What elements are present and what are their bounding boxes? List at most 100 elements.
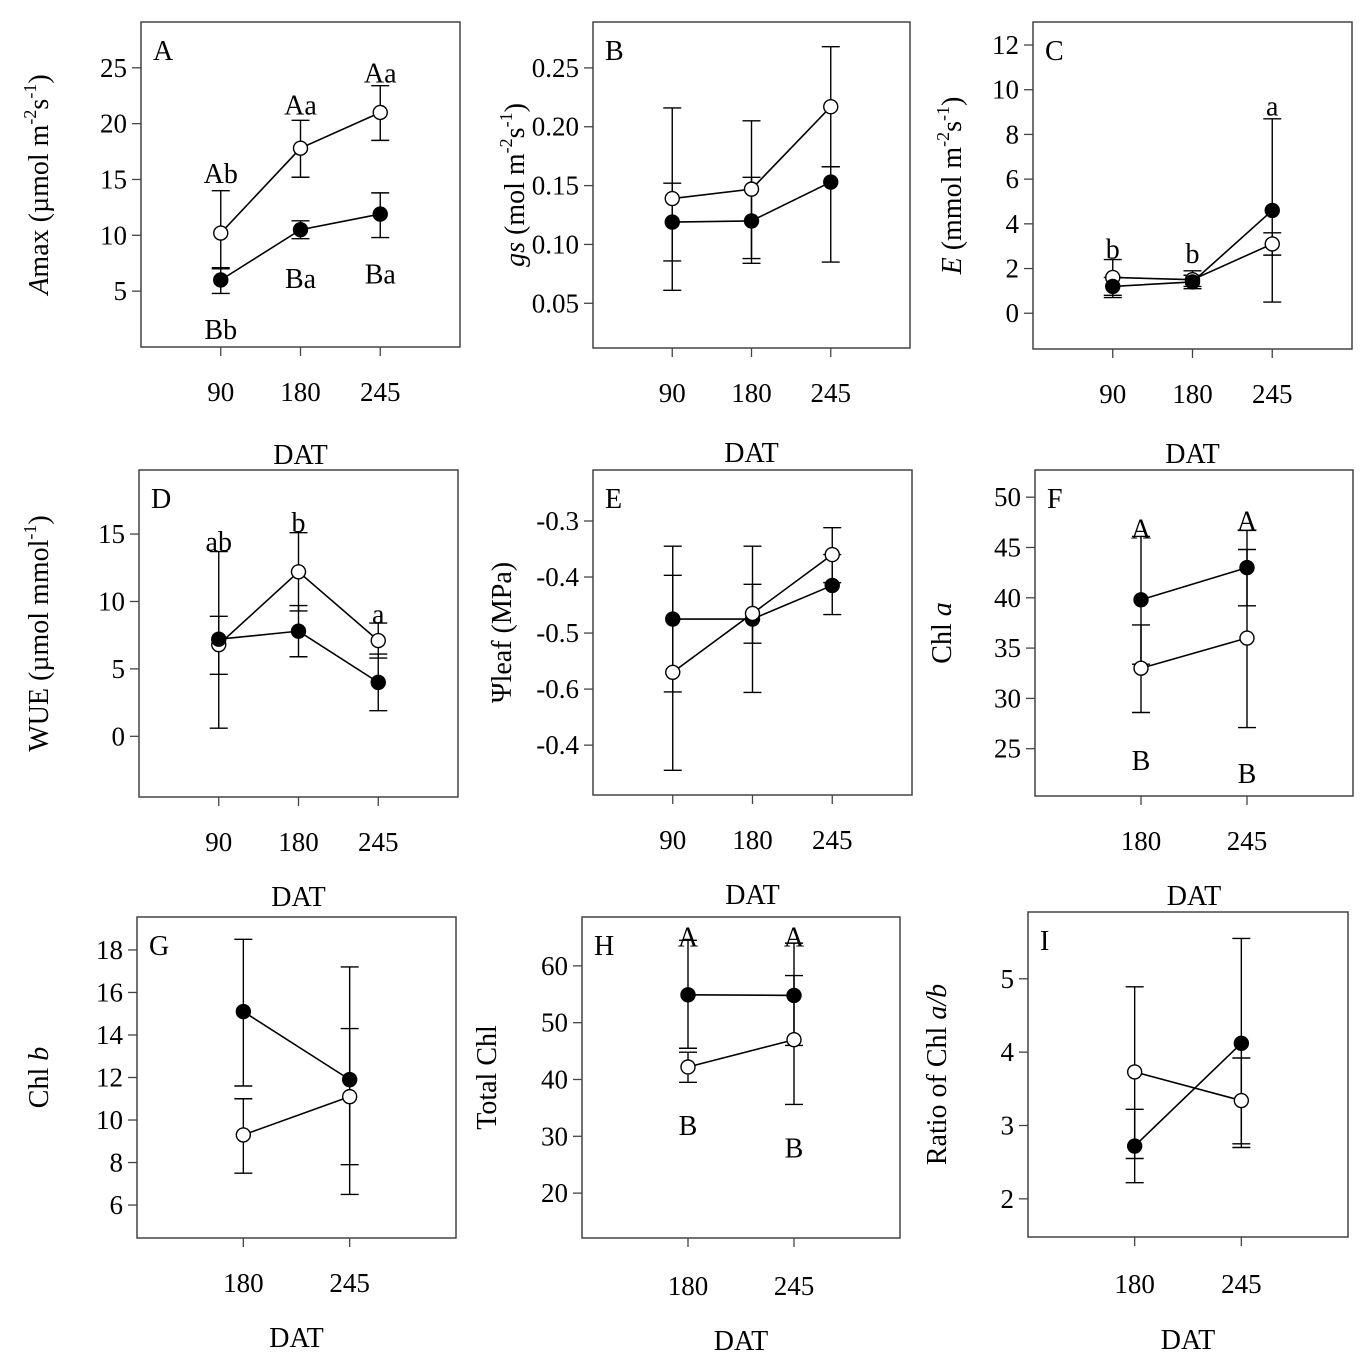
x-axis-label: DAT bbox=[269, 1323, 323, 1354]
data-point-filled bbox=[1264, 202, 1280, 219]
series-line-open bbox=[1140, 637, 1248, 669]
x-tick-label: 245 bbox=[358, 827, 399, 857]
significance-label: a bbox=[372, 600, 385, 631]
y-tick-label: 4 bbox=[1001, 1037, 1015, 1067]
data-point-open bbox=[372, 104, 388, 121]
significance-label: Ba bbox=[285, 264, 317, 295]
y-tick-label: 8 bbox=[1006, 119, 1020, 149]
y-tick-label: 30 bbox=[994, 683, 1021, 713]
y-tick-label: 10 bbox=[100, 220, 127, 250]
significance-label: B bbox=[785, 1134, 804, 1165]
y-axis-label-part: Ψleaf (MPa) bbox=[487, 562, 518, 703]
panel-letter: C bbox=[1045, 36, 1064, 67]
data-point-open bbox=[235, 1127, 252, 1143]
data-point-filled bbox=[743, 213, 760, 229]
y-tick-label: 15 bbox=[100, 164, 127, 194]
data-point-filled bbox=[1126, 1138, 1143, 1154]
x-axis-label: DAT bbox=[1167, 881, 1221, 912]
y-axis-label-part: ) bbox=[24, 74, 55, 83]
y-axis-label-part: A bbox=[24, 277, 55, 297]
y-axis-label-part: s bbox=[24, 99, 55, 110]
x-tick-label: 90 bbox=[205, 827, 232, 857]
panel-c: C 0 2 4 6 8 10 12 90 180 245 DAT E (mmol m-2s-1) b b a bbox=[933, 21, 1353, 470]
data-point-filled bbox=[211, 631, 227, 647]
panel-letter: D bbox=[151, 484, 171, 515]
x-tick-label: 245 bbox=[329, 1268, 370, 1298]
data-point-open bbox=[823, 99, 839, 115]
significance-label: b bbox=[292, 508, 306, 539]
y-tick-label: 6 bbox=[1006, 164, 1020, 194]
y-axis-label: gs (mol m-2s-1) bbox=[496, 103, 531, 267]
plot-frame bbox=[136, 916, 457, 1239]
y-tick-label: 25 bbox=[994, 734, 1021, 764]
data-point-filled bbox=[823, 174, 839, 190]
significance-label: Ba bbox=[365, 259, 397, 290]
y-tick-label: 2 bbox=[1001, 1184, 1015, 1214]
significance-label: A bbox=[784, 922, 805, 953]
x-tick-label: 245 bbox=[774, 1271, 815, 1301]
y-axis-label: E (mmol m-2s-1) bbox=[933, 97, 968, 276]
y-axis-label: Ratio of Chl a/b bbox=[922, 984, 953, 1165]
x-tick-label: 90 bbox=[207, 377, 234, 407]
data-point-filled bbox=[341, 1071, 358, 1088]
y-axis-label: Chl b bbox=[24, 1047, 55, 1108]
y-axis-label-part: a/b bbox=[922, 984, 953, 1020]
plot-frame bbox=[1032, 21, 1353, 350]
y-tick-label: 20 bbox=[541, 1178, 568, 1208]
y-axis-label-part: -1 bbox=[20, 84, 40, 99]
y-tick-label: 0 bbox=[1006, 298, 1020, 328]
series-line-open bbox=[243, 1095, 350, 1136]
data-point-filled bbox=[292, 222, 309, 238]
panel-e: E -0.4 -0.6 -0.5 -0.4 -0.3 90 180 245 DAT Ψleaf (M… bbox=[487, 469, 913, 911]
y-axis-label-part: a bbox=[927, 602, 958, 616]
y-tick-label: 0.20 bbox=[532, 112, 579, 142]
y-axis-label-part: -2 bbox=[20, 110, 40, 125]
significance-label: b bbox=[1186, 239, 1200, 270]
y-tick-label: 16 bbox=[96, 977, 123, 1007]
data-point-open bbox=[664, 190, 680, 207]
series-line-filled bbox=[687, 994, 795, 997]
data-point-open bbox=[213, 225, 229, 241]
y-tick-label: 5 bbox=[1001, 964, 1015, 994]
x-tick-label: 180 bbox=[1114, 1269, 1155, 1299]
data-point-open bbox=[341, 1088, 358, 1105]
panel-letter: H bbox=[594, 931, 614, 962]
plot-frame bbox=[581, 916, 901, 1239]
significance-label: Ab bbox=[204, 159, 238, 190]
y-tick-label: 18 bbox=[96, 935, 123, 965]
significance-label: A bbox=[1237, 506, 1258, 537]
y-tick-label: 0.10 bbox=[532, 229, 579, 259]
x-tick-label: 245 bbox=[1221, 1269, 1262, 1299]
y-tick-label: -0.6 bbox=[536, 674, 579, 704]
y-axis-label: Amax (µmol m-2s-1) bbox=[20, 74, 55, 296]
y-axis-label-part: (mmol m bbox=[937, 147, 968, 258]
significance-label: Aa bbox=[284, 91, 317, 122]
x-tick-label: 180 bbox=[1172, 379, 1213, 409]
y-tick-label: 50 bbox=[541, 1008, 568, 1038]
data-point-filled bbox=[680, 987, 696, 1003]
x-tick-label: 180 bbox=[1121, 826, 1162, 856]
panel-letter: A bbox=[153, 36, 174, 67]
y-tick-label: 10 bbox=[992, 75, 1019, 105]
significance-label: ab bbox=[206, 527, 232, 558]
x-tick-label: 245 bbox=[812, 825, 853, 855]
x-tick-label: 180 bbox=[223, 1268, 264, 1298]
data-point-open bbox=[744, 605, 761, 622]
data-point-filled bbox=[665, 611, 681, 627]
y-axis-label-part: -2 bbox=[496, 138, 516, 153]
y-axis-label-part: -1 bbox=[496, 112, 516, 127]
panel-b: B 0.05 0.10 0.15 0.20 0.25 90 180 245 DAT gs (mol … bbox=[496, 21, 911, 469]
data-point-filled bbox=[1233, 1035, 1250, 1052]
y-tick-label: 15 bbox=[98, 519, 125, 549]
y-axis-label-part: ) bbox=[937, 97, 968, 106]
x-tick-label: 180 bbox=[732, 825, 773, 855]
y-tick-label: 0.05 bbox=[532, 288, 579, 318]
series-line-open bbox=[1134, 1071, 1242, 1102]
data-point-open bbox=[1239, 630, 1255, 646]
x-tick-label: 180 bbox=[278, 827, 319, 857]
x-axis-label: DAT bbox=[1161, 1325, 1215, 1356]
panel-d: D 0 5 10 15 90 180 245 DAT WUE (µmol mmol-1) ab b a bbox=[20, 469, 459, 913]
